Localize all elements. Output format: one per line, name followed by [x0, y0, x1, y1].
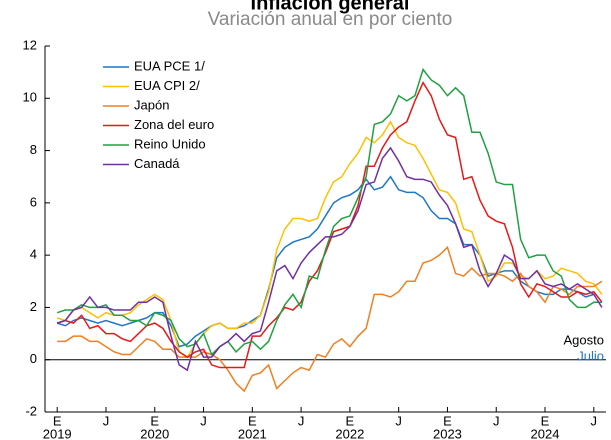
- x-tick-label: J: [395, 413, 402, 428]
- series-line: [56, 175, 595, 348]
- chart-subtitle: Variación anual en por ciento: [208, 9, 453, 30]
- legend-label: Canadá: [134, 156, 180, 171]
- series-line: [56, 67, 602, 356]
- x-tick-label: J: [103, 413, 110, 428]
- x-year-label: 2021: [238, 426, 267, 440]
- x-tick-label: E: [150, 413, 159, 428]
- x-year-label: 2019: [43, 426, 72, 440]
- x-year-label: 2022: [335, 426, 364, 440]
- x-tick-label: E: [346, 413, 355, 428]
- y-tick-label: 10: [23, 90, 37, 105]
- y-tick-label: 2: [30, 299, 37, 314]
- y-tick-label: 12: [23, 37, 37, 52]
- y-tick-label: 6: [30, 194, 37, 209]
- x-tick-label: E: [248, 413, 257, 428]
- annotation: Julio: [577, 348, 604, 363]
- chart-title: Inflación general: [251, 0, 410, 14]
- y-tick-label: 8: [30, 142, 37, 157]
- series-line: [56, 146, 603, 372]
- legend-label: EUA PCE 1/: [134, 58, 205, 73]
- legend-label: EUA CPI 2/: [134, 78, 200, 93]
- series-line: [57, 245, 603, 393]
- series-line: [56, 81, 603, 369]
- x-tick-label: J: [591, 413, 598, 428]
- legend-label: Reino Unido: [134, 136, 206, 151]
- y-tick-label: 4: [30, 247, 37, 262]
- legend-label: Japón: [134, 97, 169, 112]
- x-tick-label: E: [53, 413, 62, 428]
- x-tick-label: J: [200, 413, 207, 428]
- x-year-label: 2020: [140, 426, 169, 440]
- x-tick-label: E: [541, 413, 550, 428]
- x-year-label: 2023: [433, 426, 462, 440]
- annotation: Agosto: [564, 332, 604, 347]
- x-tick-label: J: [493, 413, 500, 428]
- x-tick-label: J: [298, 413, 305, 428]
- y-tick-label: 0: [30, 351, 37, 366]
- x-year-label: 2024: [531, 426, 560, 440]
- legend-label: Zona del euro: [134, 117, 214, 132]
- x-tick-label: E: [443, 413, 452, 428]
- y-tick-label: -2: [25, 403, 37, 418]
- series-line: [56, 120, 603, 359]
